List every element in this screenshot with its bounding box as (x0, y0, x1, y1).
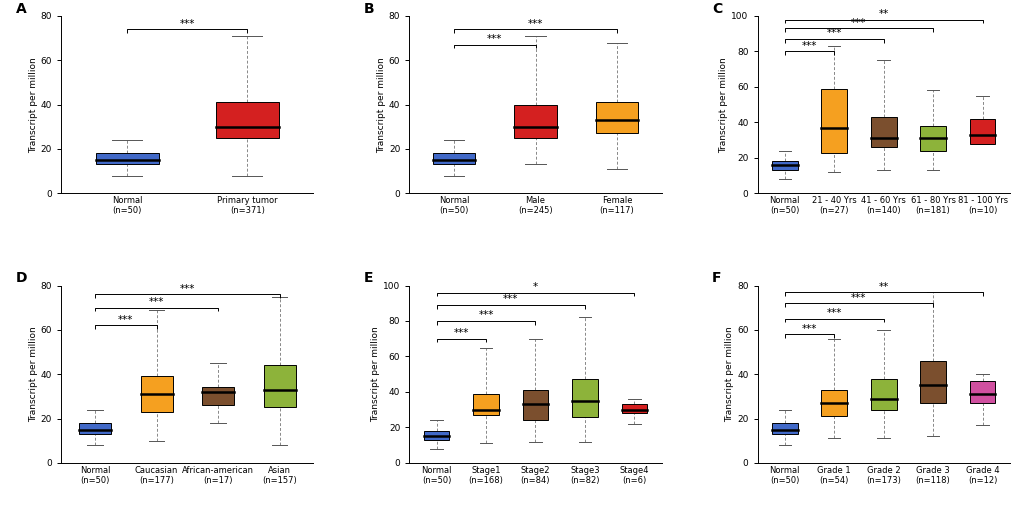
Text: ***: *** (118, 315, 133, 325)
Text: ***: *** (825, 29, 841, 38)
Text: E: E (364, 271, 373, 285)
Text: ***: *** (825, 308, 841, 318)
Bar (423, 431, 449, 440)
Bar (969, 119, 995, 144)
Bar (919, 126, 945, 151)
Bar (78, 423, 111, 434)
Text: ***: *** (453, 328, 469, 338)
Text: *: * (532, 282, 538, 292)
Bar (621, 404, 647, 413)
Bar (263, 365, 296, 408)
Text: ***: *** (851, 18, 866, 28)
Bar (141, 376, 172, 412)
Bar (919, 361, 945, 403)
Y-axis label: Transcript per million: Transcript per million (29, 326, 38, 422)
Text: ***: *** (478, 311, 493, 320)
Y-axis label: Transcript per million: Transcript per million (29, 57, 38, 153)
Text: ***: *** (851, 293, 866, 303)
Bar (870, 379, 896, 410)
Y-axis label: Transcript per million: Transcript per million (718, 57, 728, 153)
Bar (969, 381, 995, 403)
Bar (473, 394, 498, 415)
Bar (522, 390, 548, 420)
Y-axis label: Transcript per million: Transcript per million (371, 326, 380, 422)
Bar (572, 379, 597, 417)
Bar (432, 153, 475, 164)
Text: ***: *** (502, 295, 518, 304)
Text: D: D (15, 271, 28, 285)
Y-axis label: Transcript per million: Transcript per million (725, 326, 734, 422)
Text: B: B (364, 2, 374, 16)
Text: ***: *** (179, 284, 195, 294)
Text: ***: *** (179, 19, 195, 29)
Text: ***: *** (801, 41, 816, 51)
Bar (771, 423, 797, 434)
Bar (514, 105, 556, 138)
Bar (771, 161, 797, 170)
Bar (595, 103, 638, 134)
Text: ***: *** (801, 324, 816, 334)
Text: ***: *** (149, 297, 164, 307)
Text: **: ** (877, 281, 888, 292)
Bar (820, 89, 846, 153)
Text: A: A (15, 2, 26, 16)
Bar (96, 153, 158, 164)
Bar (216, 103, 278, 138)
Text: ***: *** (487, 34, 502, 44)
Y-axis label: Transcript per million: Transcript per million (377, 57, 385, 153)
Bar (870, 117, 896, 147)
Text: F: F (711, 271, 720, 285)
Text: **: ** (877, 9, 888, 19)
Bar (820, 389, 846, 416)
Text: C: C (711, 2, 721, 16)
Text: ***: *** (527, 19, 543, 29)
Bar (202, 387, 234, 405)
